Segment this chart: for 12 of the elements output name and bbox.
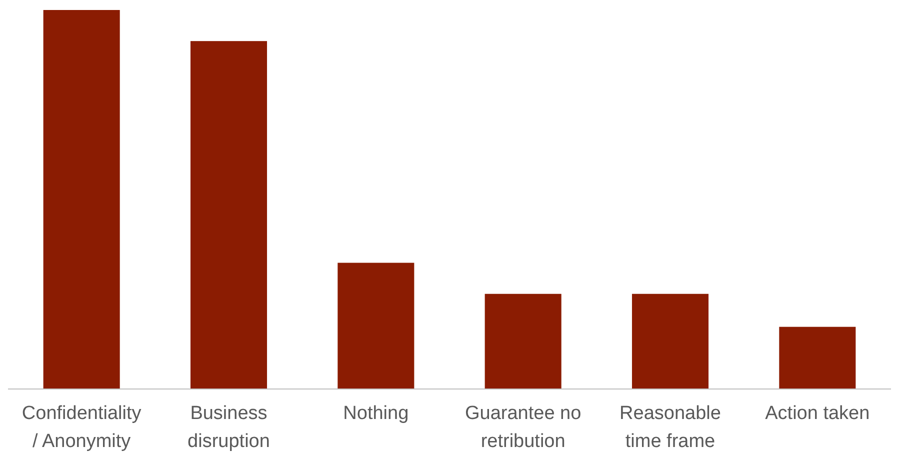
bar: [190, 41, 268, 389]
x-tick-label: Confidentiality / Anonymity: [22, 403, 142, 452]
x-tick-label: Action taken: [765, 403, 870, 424]
bar: [43, 10, 120, 389]
x-tick-label: Nothing: [343, 403, 409, 424]
bar: [632, 294, 709, 389]
bar: [484, 294, 562, 389]
bar: [779, 326, 856, 389]
x-tick-label: Reasonable time frame: [620, 403, 721, 452]
bar: [338, 262, 414, 389]
x-tick-label: Guarantee no retribution: [464, 403, 582, 452]
x-tick-label: Business disruption: [188, 403, 270, 452]
